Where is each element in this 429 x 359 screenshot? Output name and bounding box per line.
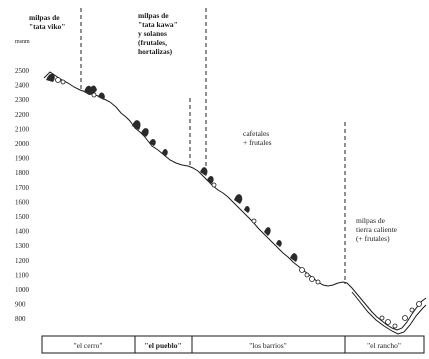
vegetation-clump	[141, 128, 149, 137]
y-tick-label: 1200	[15, 257, 30, 265]
bottom-bar-frame	[41, 335, 425, 354]
vegetation-clump	[290, 253, 298, 262]
vegetation-clump	[207, 176, 214, 184]
y-tick-label: 1400	[15, 228, 30, 236]
y-tick-label: 2200	[15, 111, 30, 119]
vegetation	[46, 73, 298, 262]
y-tick-label: 1700	[15, 184, 30, 192]
bottom-zone-bar: "el cerro" "el pueblo" "los barrios" "el…	[41, 335, 425, 354]
stone-mark	[251, 218, 257, 224]
stone-mark	[416, 301, 422, 307]
zone-label-cerro: milpas de "tata viko"	[29, 13, 65, 31]
y-tick-label: 1600	[15, 198, 30, 206]
top-zone-labels: milpas de "tata viko" milpas de "tata ka…	[29, 11, 399, 243]
stone-mark	[60, 79, 66, 85]
vegetation-clump	[264, 227, 271, 236]
stone-mark	[409, 307, 415, 313]
stone-mark	[299, 267, 305, 273]
y-tick-label: 1800	[15, 169, 30, 177]
vegetation-clump	[98, 92, 105, 100]
stone-mark	[304, 272, 310, 278]
vegetation-clump	[244, 206, 250, 213]
bottom-label-pueblo: "el pueblo"	[144, 341, 181, 350]
vegetation-clump	[132, 120, 141, 130]
y-axis: 2500 2400 2300 2200 2100 2000 1900 1800 …	[15, 67, 30, 323]
stone-mark	[379, 315, 385, 321]
y-tick-label: 1900	[15, 155, 30, 163]
axis-unit-label: msnm	[15, 39, 30, 45]
y-tick-label: 1100	[15, 271, 29, 279]
stone-mark	[211, 182, 217, 188]
zone-label-rancho: milpas de tierra caliente (+ frutales)	[356, 216, 399, 243]
stone-mark	[402, 315, 408, 321]
vegetation-clump	[200, 167, 208, 176]
bottom-label-rancho: "el rancho"	[367, 341, 401, 350]
vegetation-clump	[149, 139, 156, 146]
y-tick-label: 1300	[15, 242, 30, 250]
zone-label-barrios: cafetales + frutales	[243, 129, 272, 147]
terrain-profile-line	[43, 71, 427, 331]
y-tick-label: 2500	[15, 67, 30, 75]
vegetation-clump	[276, 240, 282, 247]
stone-mark	[55, 77, 61, 83]
y-tick-label: 1000	[15, 286, 30, 294]
vegetation-clump	[234, 194, 243, 204]
terrain-profile	[43, 71, 427, 335]
stones	[55, 77, 422, 329]
y-tick-label: 800	[15, 315, 26, 323]
y-tick-label: 2300	[15, 96, 30, 104]
stone-mark	[392, 323, 398, 329]
y-tick-label: 2100	[15, 125, 30, 133]
stone-mark	[91, 92, 97, 98]
terrain-inner-line	[351, 291, 427, 335]
y-tick-label: 900	[15, 301, 26, 309]
y-tick-label: 1500	[15, 213, 30, 221]
vegetation-clump	[162, 149, 168, 156]
y-tick-label: 2400	[15, 82, 30, 90]
stone-mark	[385, 319, 391, 325]
stone-mark	[309, 276, 315, 282]
vegetation-clump	[46, 73, 55, 82]
y-tick-label: 2000	[15, 140, 30, 148]
zone-label-pueblo: milpas de "tata kawa" y solanos (frutale…	[138, 11, 180, 56]
bottom-label-barrios: "los barrios"	[249, 341, 287, 350]
stone-mark	[315, 279, 321, 285]
zone-dividers	[80, 8, 346, 284]
bottom-label-cerro: "el cerro"	[74, 341, 103, 350]
